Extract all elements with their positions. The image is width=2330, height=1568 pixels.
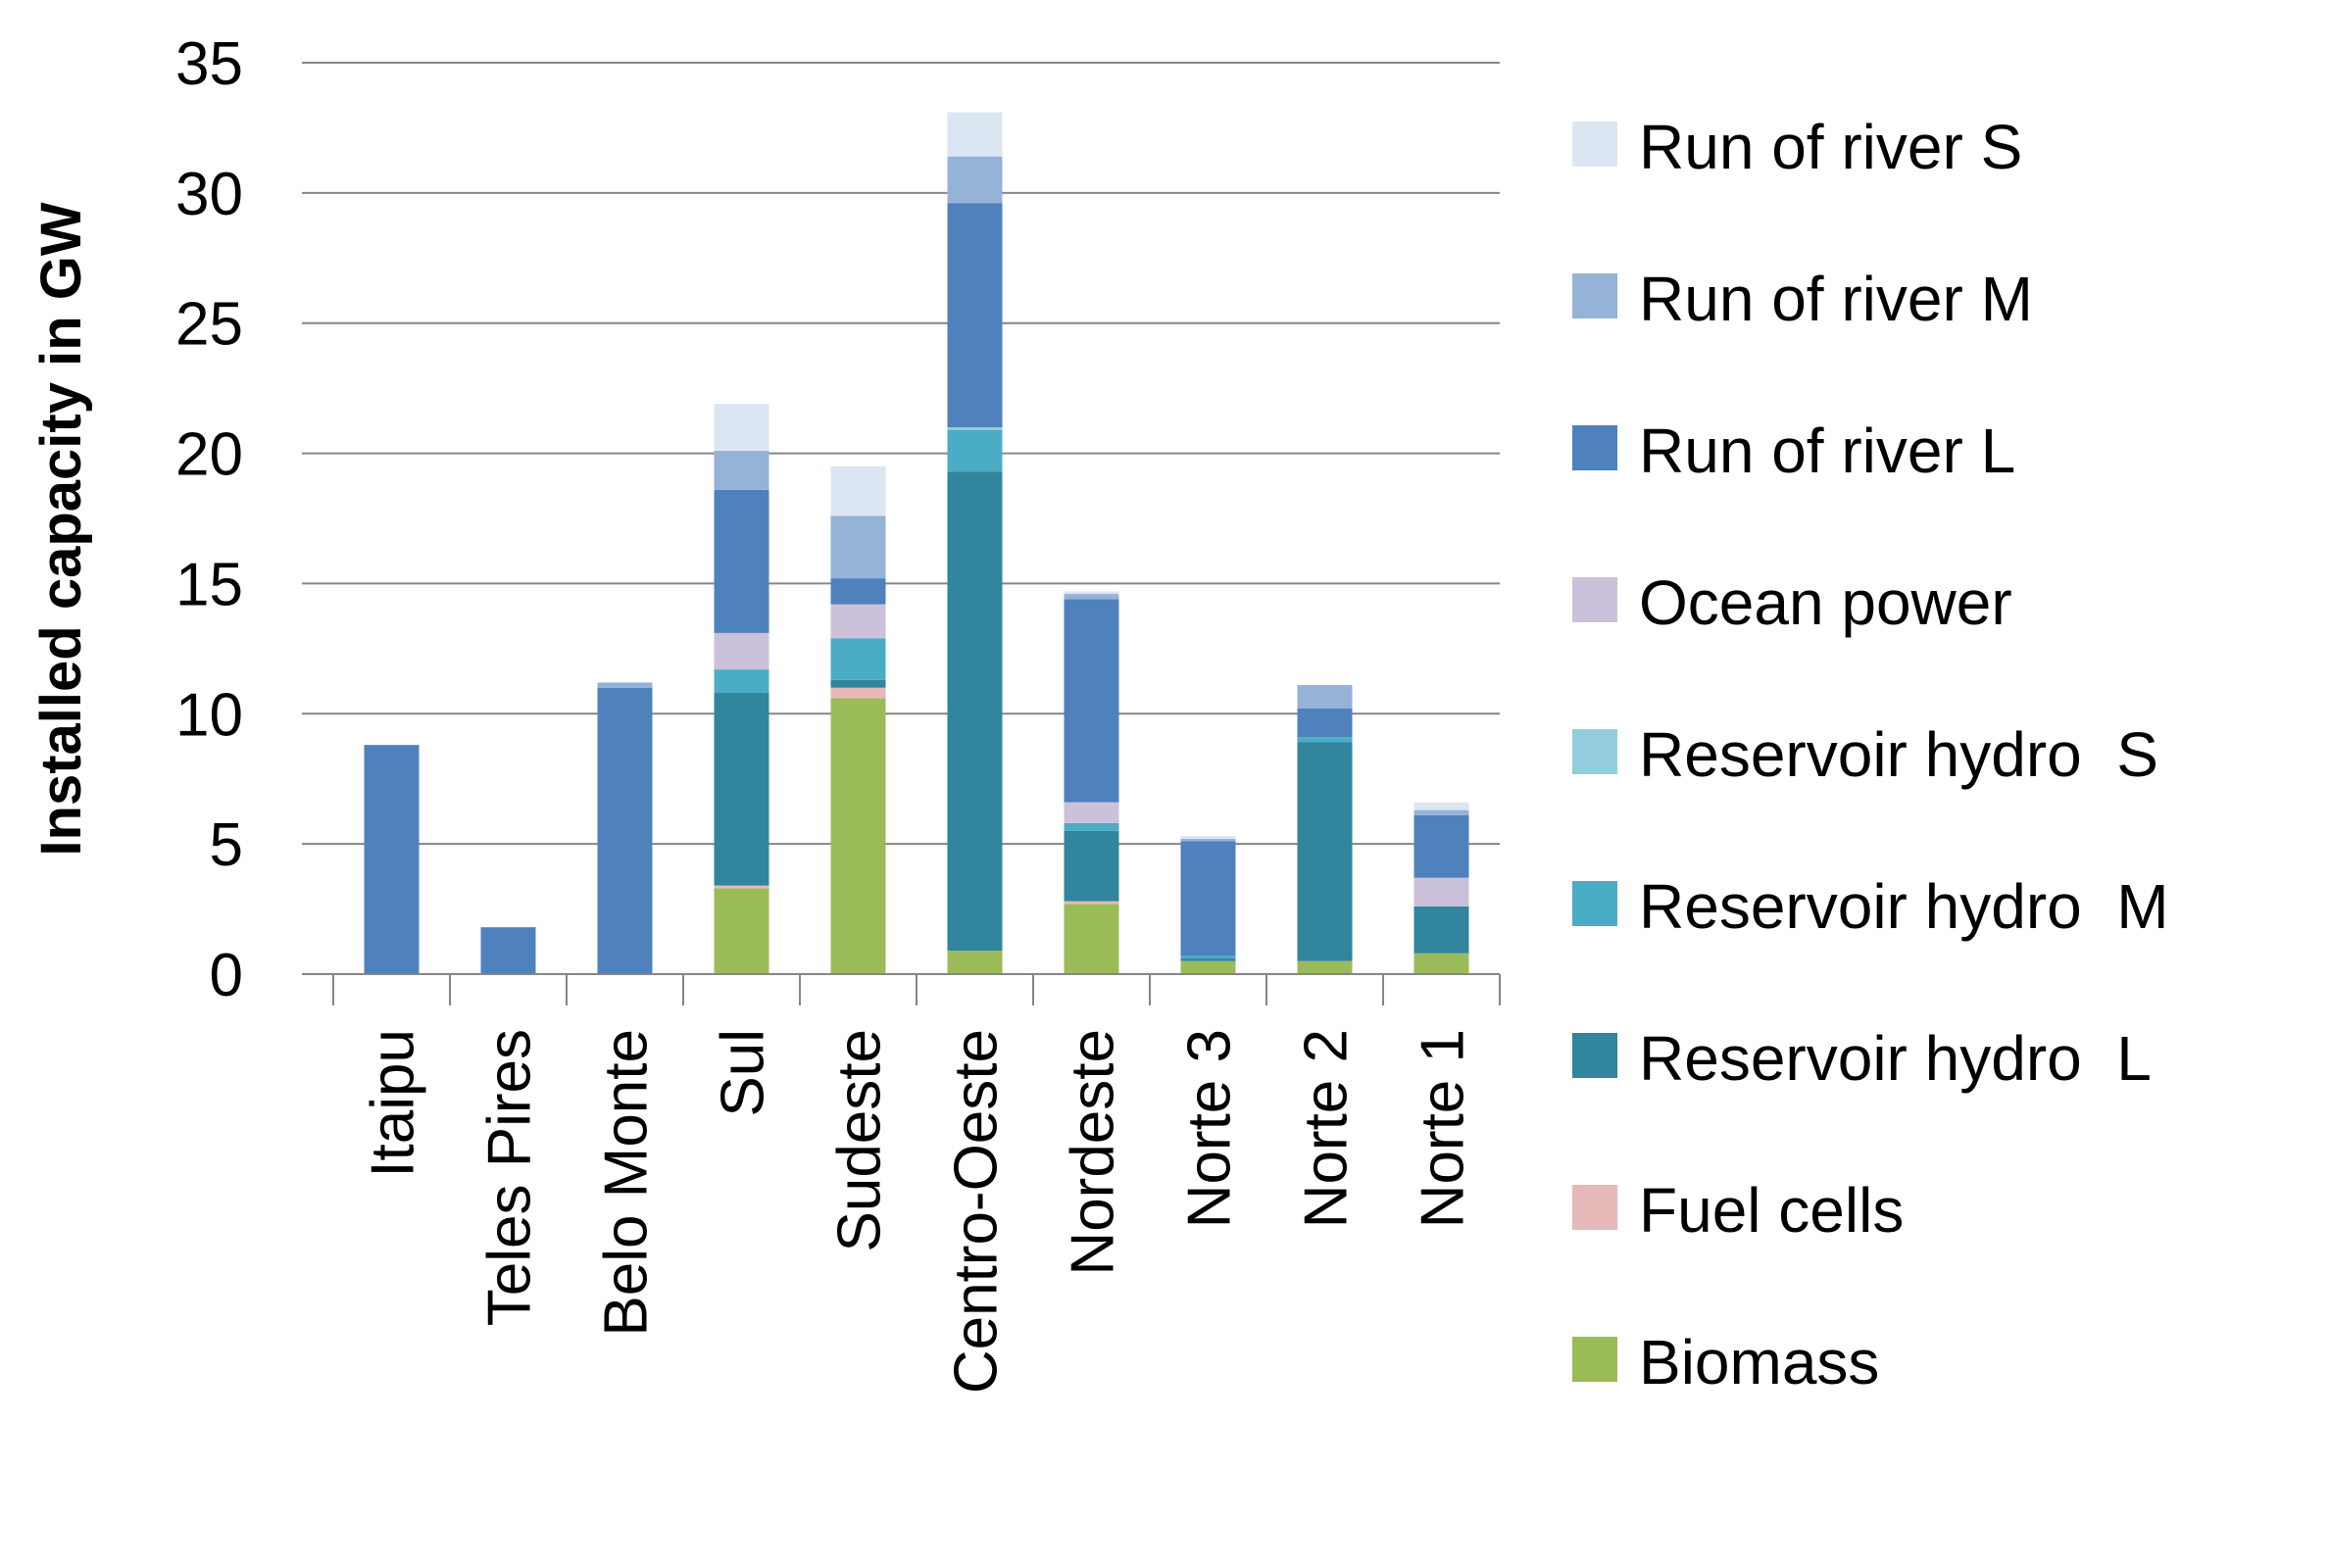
x-tick-label: Belo Monte bbox=[593, 1029, 661, 1337]
bar-segment bbox=[1297, 737, 1353, 743]
legend-label: Reservoir hydro L bbox=[1639, 1023, 2152, 1094]
x-tick-label: Sudeste bbox=[826, 1029, 894, 1252]
bar-segment bbox=[597, 687, 653, 974]
bar-segment bbox=[1064, 599, 1119, 803]
y-tick-label: 0 bbox=[210, 942, 243, 1009]
x-tick-label: Norte 1 bbox=[1410, 1029, 1477, 1228]
bar-segment bbox=[1297, 742, 1353, 961]
legend-label: Reservoir hydro S bbox=[1639, 719, 2158, 790]
bar-segment bbox=[714, 693, 769, 886]
y-tick-label: 25 bbox=[175, 291, 243, 359]
bar-segment bbox=[947, 429, 1003, 472]
y-tick-label: 35 bbox=[175, 30, 243, 98]
bar-segment bbox=[714, 669, 769, 694]
bar-segment bbox=[830, 687, 886, 699]
bar-segment bbox=[1064, 822, 1119, 831]
bar-segment bbox=[1180, 956, 1236, 959]
bar-segment bbox=[947, 203, 1003, 427]
bar-segment bbox=[947, 951, 1003, 974]
x-tick-label: Itaipu bbox=[360, 1029, 427, 1178]
bar-segment bbox=[1413, 814, 1469, 878]
bar-segment bbox=[1413, 809, 1469, 815]
bar-segment bbox=[830, 604, 886, 639]
bar-segment bbox=[364, 745, 420, 974]
bar-segment bbox=[1297, 685, 1353, 709]
bar-segment bbox=[1180, 958, 1236, 961]
legend-label: Ocean power bbox=[1639, 567, 2012, 638]
bar-segment bbox=[597, 682, 653, 688]
x-tick-label: Norte 3 bbox=[1176, 1029, 1244, 1228]
x-axis-ticks: Itaipu Teles Pires Belo Monte Sul Sudeste Cen… bbox=[360, 1029, 1477, 1394]
bar-segment bbox=[947, 156, 1003, 204]
bar-segment bbox=[714, 885, 769, 889]
legend-swatch bbox=[1572, 1337, 1617, 1382]
y-tick-label: 30 bbox=[175, 161, 243, 228]
bar-segment bbox=[1297, 960, 1353, 974]
bar-segment bbox=[947, 427, 1003, 430]
bar-segment bbox=[1064, 901, 1119, 905]
bar-segment bbox=[1064, 594, 1119, 600]
bar-segment bbox=[1180, 841, 1236, 956]
legend-label: Fuel cells bbox=[1639, 1175, 1904, 1246]
legend-label: Reservoir hydro M bbox=[1639, 871, 2169, 942]
y-tick-label: 15 bbox=[175, 551, 243, 618]
legend-label: Run of river L bbox=[1639, 416, 2015, 486]
x-tick-label: Teles Pires bbox=[476, 1029, 544, 1326]
bar-segment bbox=[947, 112, 1003, 157]
y-axis-label: Installed capacity in GW bbox=[29, 202, 93, 856]
bar-segment bbox=[830, 578, 886, 605]
bar-segment bbox=[1413, 802, 1469, 810]
bars bbox=[364, 112, 1469, 974]
bar-segment bbox=[947, 471, 1003, 952]
bar-segment bbox=[714, 404, 769, 451]
bar-segment bbox=[1413, 906, 1469, 954]
bar-segment bbox=[1180, 960, 1236, 974]
bar-segment bbox=[714, 450, 769, 490]
y-tick-label: 20 bbox=[175, 421, 243, 489]
bar-segment bbox=[714, 632, 769, 670]
y-tick-label: 5 bbox=[210, 811, 243, 879]
bar-segment bbox=[1180, 838, 1236, 842]
x-tick-label: Centro-Oeste bbox=[943, 1029, 1011, 1394]
bar-segment bbox=[830, 698, 886, 974]
legend: Run of river S Run of river M Run of river… bbox=[1572, 112, 2169, 1397]
bar-segment bbox=[830, 515, 886, 579]
legend-swatch bbox=[1572, 273, 1617, 318]
legend-label: Biomass bbox=[1639, 1327, 1879, 1397]
legend-swatch bbox=[1572, 1185, 1617, 1230]
bar-segment bbox=[480, 927, 536, 974]
bar-segment bbox=[1413, 953, 1469, 974]
y-axis-ticks: 0 5 10 15 20 25 30 35 bbox=[175, 30, 243, 1009]
x-tick-label: Sul bbox=[710, 1029, 777, 1117]
legend-label: Run of river S bbox=[1639, 112, 2022, 182]
bar-segment bbox=[1064, 591, 1119, 595]
legend-swatch bbox=[1572, 122, 1617, 167]
bar-segment bbox=[830, 679, 886, 688]
bar-segment bbox=[1413, 877, 1469, 906]
x-tick-label: Norte 2 bbox=[1293, 1029, 1361, 1228]
legend-swatch bbox=[1572, 881, 1617, 926]
legend-swatch bbox=[1572, 425, 1617, 470]
legend-label: Run of river M bbox=[1639, 264, 2033, 334]
x-tick-label: Nordeste bbox=[1060, 1029, 1127, 1276]
bar-segment bbox=[714, 489, 769, 633]
y-tick-label: 10 bbox=[175, 681, 243, 749]
legend-swatch bbox=[1572, 1033, 1617, 1078]
bar-segment bbox=[1180, 836, 1236, 839]
bar-segment bbox=[1297, 708, 1353, 738]
x-axis bbox=[332, 973, 1501, 1005]
bar-segment bbox=[1064, 830, 1119, 902]
legend-swatch bbox=[1572, 577, 1617, 622]
gridlines bbox=[302, 62, 1500, 975]
bar-segment bbox=[1064, 802, 1119, 823]
bar-segment bbox=[1064, 904, 1119, 974]
bar-segment bbox=[830, 466, 886, 516]
bar-segment bbox=[714, 888, 769, 974]
bar-segment bbox=[830, 638, 886, 680]
legend-swatch bbox=[1572, 729, 1617, 774]
